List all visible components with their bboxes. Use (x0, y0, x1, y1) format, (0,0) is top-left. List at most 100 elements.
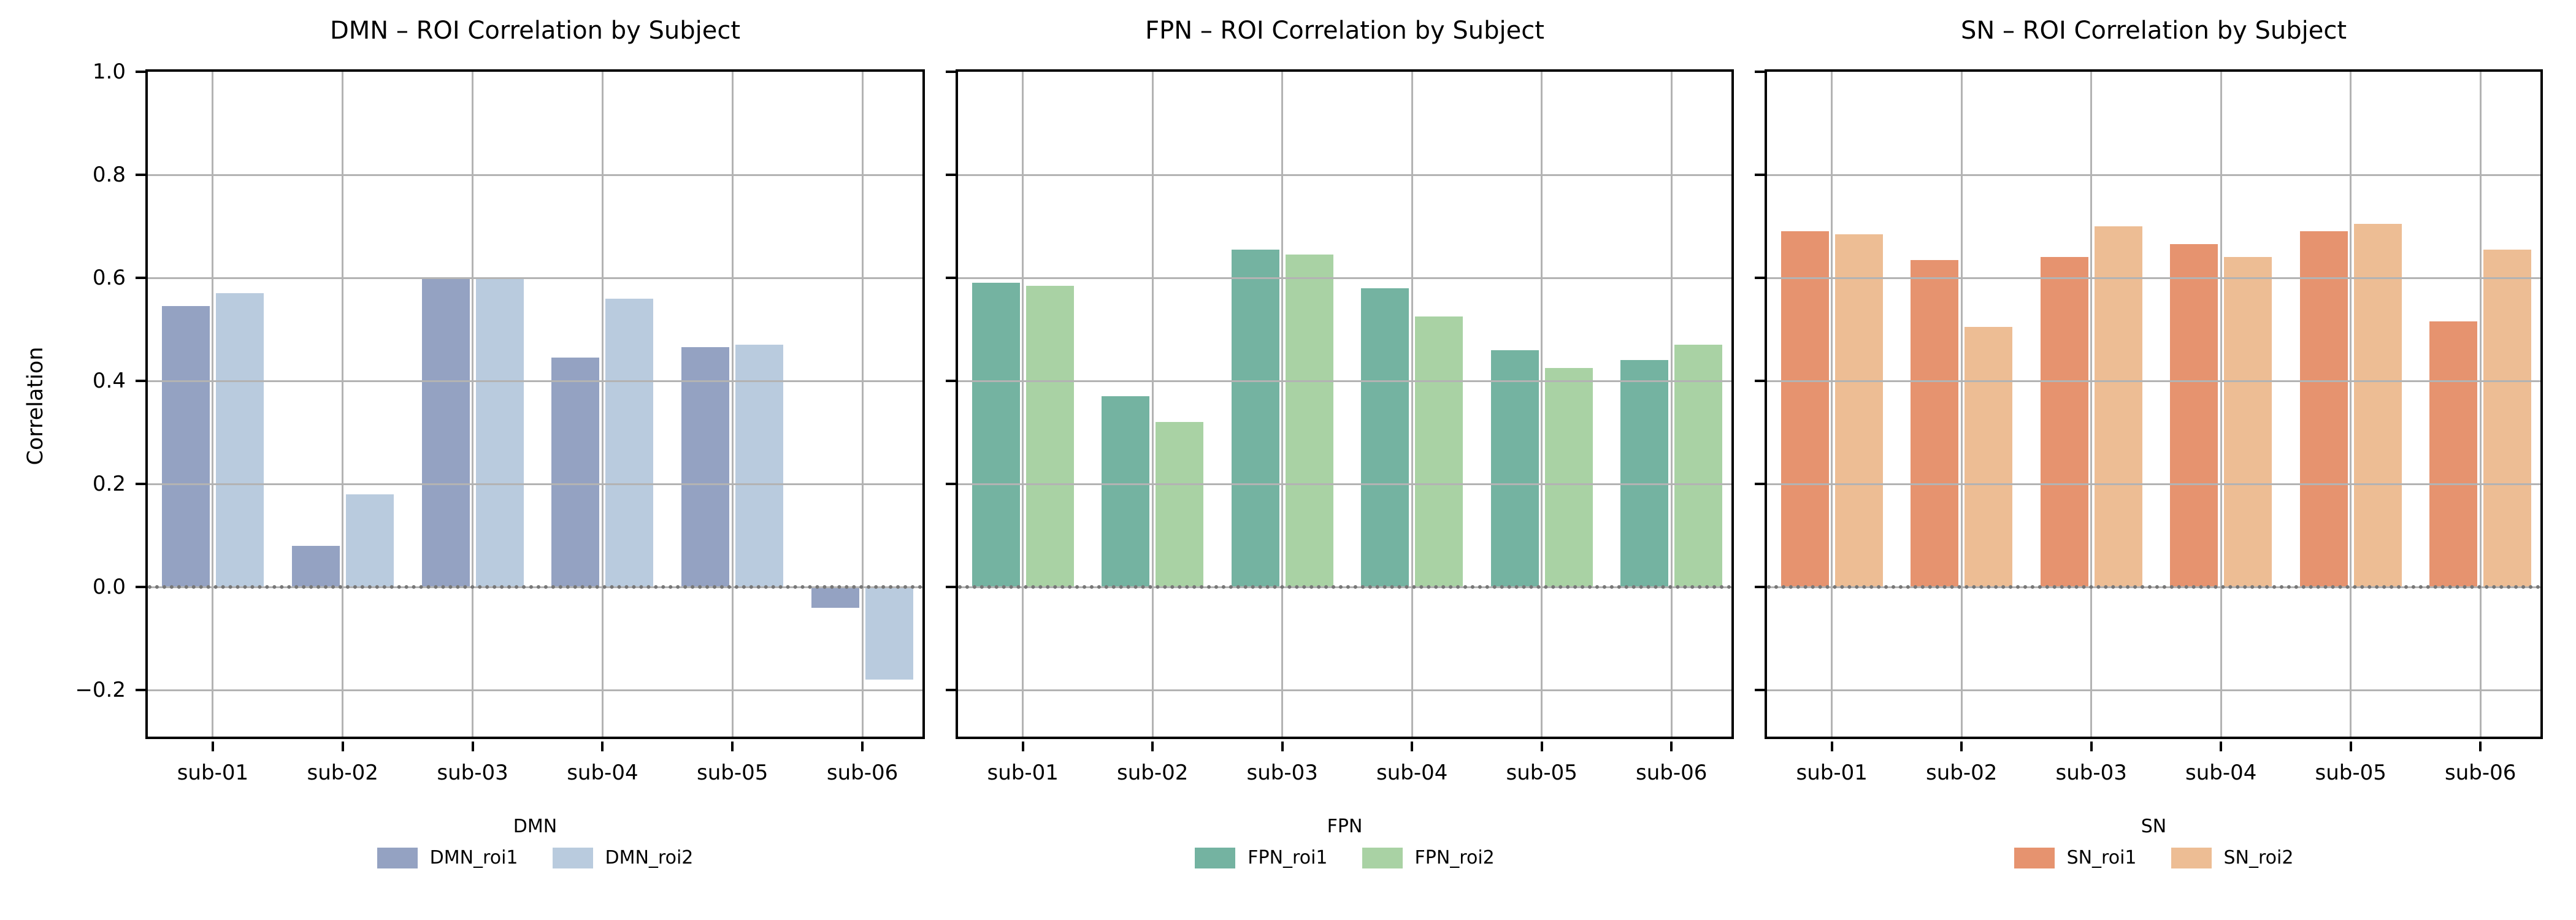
y-tick-mark (136, 483, 145, 485)
legend-row: SN_roi1 SN_roi2 (2014, 847, 2293, 868)
bar-DMN_roi1-sub-06 (811, 587, 860, 608)
gridline-horizontal (958, 689, 1731, 691)
gridline-vertical (1831, 72, 1833, 737)
bar-FPN_roi2-sub-02 (1156, 422, 1204, 587)
y-tick-mark (136, 586, 145, 588)
legend-label-roi2: FPN_roi2 (1414, 847, 1495, 868)
x-tick-label: sub-02 (307, 761, 378, 785)
y-tick-mark (1755, 689, 1765, 691)
gridline-horizontal (1767, 174, 2540, 176)
gridline-horizontal (1767, 380, 2540, 382)
x-tick-mark (2220, 742, 2223, 751)
x-tick-label: sub-01 (1796, 761, 1868, 785)
legend-label-roi2: DMN_roi2 (605, 847, 694, 868)
y-tick-mark (946, 483, 956, 485)
gridline-vertical (2220, 72, 2222, 737)
legend-title-fpn: FPN (1327, 816, 1363, 837)
x-tick-mark (341, 742, 344, 751)
bar-DMN_roi2-sub-02 (345, 494, 394, 587)
bar-FPN_roi1-sub-03 (1231, 249, 1279, 587)
x-tick-label: sub-06 (1636, 761, 1708, 785)
x-tick-mark (1830, 742, 1833, 751)
bar-SN_roi2-sub-06 (2483, 249, 2532, 587)
gridline-horizontal (958, 174, 1731, 176)
x-tick-label: sub-01 (177, 761, 249, 785)
y-tick-mark (136, 174, 145, 176)
x-tick-mark (2349, 742, 2352, 751)
legend-dmn: DMN DMN_roi1 DMN_roi2 (145, 816, 925, 868)
y-tick-mark (946, 586, 956, 588)
bar-DMN_roi2-sub-04 (605, 298, 654, 587)
y-tick-mark (1755, 586, 1765, 588)
x-tick-mark (1670, 742, 1673, 751)
legend-entry: DMN_roi2 (552, 847, 694, 868)
gridline-vertical (2090, 72, 2093, 737)
gridline-vertical (1151, 72, 1154, 737)
legend-swatch-roi2 (552, 847, 593, 868)
bar-FPN_roi1-sub-05 (1490, 350, 1539, 587)
gridline-vertical (2350, 72, 2352, 737)
legend-entry: FPN_roi2 (1362, 847, 1495, 868)
gridline-horizontal (148, 689, 922, 691)
x-tick-label: sub-02 (1926, 761, 1998, 785)
x-tick-mark (861, 742, 864, 751)
x-tick-label: sub-06 (2445, 761, 2517, 785)
bar-SN_roi1-sub-06 (2429, 321, 2478, 587)
bar-SN_roi1-sub-01 (1781, 231, 1829, 587)
zero-reference-line (958, 585, 1731, 589)
bar-DMN_roi2-sub-05 (735, 345, 784, 587)
bar-DMN_roi1-sub-05 (681, 347, 730, 587)
gridline-horizontal (1767, 689, 2540, 691)
legend-label-roi1: DMN_roi1 (429, 847, 518, 868)
y-tick-mark (136, 277, 145, 279)
gridline-vertical (1541, 72, 1543, 737)
legend-entry: SN_roi2 (2171, 847, 2293, 868)
legend-swatch-roi1 (2014, 847, 2055, 868)
legend-fpn: FPN FPN_roi1 FPN_roi2 (956, 816, 1734, 868)
y-tick-mark (1755, 277, 1765, 279)
chart-title-fpn: FPN – ROI Correlation by Subject (1145, 17, 1544, 45)
bar-FPN_roi1-sub-01 (972, 283, 1020, 587)
bar-SN_roi2-sub-03 (2094, 226, 2142, 587)
legend-label-roi1: SN_roi1 (2066, 847, 2137, 868)
y-tick-label: 1.0 (92, 59, 126, 84)
gridline-horizontal (958, 483, 1731, 485)
y-tick-label: 0.4 (92, 369, 126, 393)
bar-SN_roi1-sub-05 (2299, 231, 2348, 587)
x-tick-label: sub-05 (2315, 761, 2386, 785)
y-tick-mark (1755, 483, 1765, 485)
y-tick-label: 0.8 (92, 163, 126, 187)
bar-SN_roi1-sub-04 (2170, 244, 2218, 587)
bar-SN_roi2-sub-02 (1965, 326, 2013, 587)
chart-title-sn: SN – ROI Correlation by Subject (1960, 17, 2347, 45)
bar-FPN_roi2-sub-01 (1025, 285, 1074, 587)
x-tick-label: sub-03 (2055, 761, 2127, 785)
y-tick-mark (136, 380, 145, 382)
bar-FPN_roi1-sub-02 (1102, 396, 1150, 587)
gridline-vertical (472, 72, 474, 737)
x-tick-mark (1151, 742, 1154, 751)
legend-swatch-roi1 (377, 847, 418, 868)
bar-SN_roi2-sub-05 (2353, 223, 2402, 587)
y-tick-mark (946, 277, 956, 279)
bar-DMN_roi1-sub-01 (161, 306, 210, 587)
gridline-vertical (601, 72, 604, 737)
x-tick-label: sub-01 (987, 761, 1059, 785)
gridline-horizontal (958, 380, 1731, 382)
gridline-vertical (1670, 72, 1673, 737)
bar-FPN_roi2-sub-03 (1285, 255, 1333, 587)
y-tick-mark (1755, 71, 1765, 73)
x-tick-label: sub-03 (437, 761, 508, 785)
bar-DMN_roi2-sub-06 (865, 587, 914, 680)
plot-area-fpn: sub-01 sub-02 sub-03 sub-04 sub-05 sub-06 (946, 69, 1734, 783)
y-tick-label: −0.2 (75, 678, 126, 702)
x-tick-label: sub-05 (1506, 761, 1577, 785)
gridline-horizontal (958, 277, 1731, 279)
gridline-horizontal (1767, 277, 2540, 279)
y-tick-mark (946, 689, 956, 691)
bar-FPN_roi1-sub-06 (1620, 360, 1669, 587)
y-tick-mark (1755, 174, 1765, 176)
x-tick-label: sub-05 (697, 761, 769, 785)
gridline-vertical (1960, 72, 1963, 737)
x-tick-label: sub-04 (2185, 761, 2257, 785)
